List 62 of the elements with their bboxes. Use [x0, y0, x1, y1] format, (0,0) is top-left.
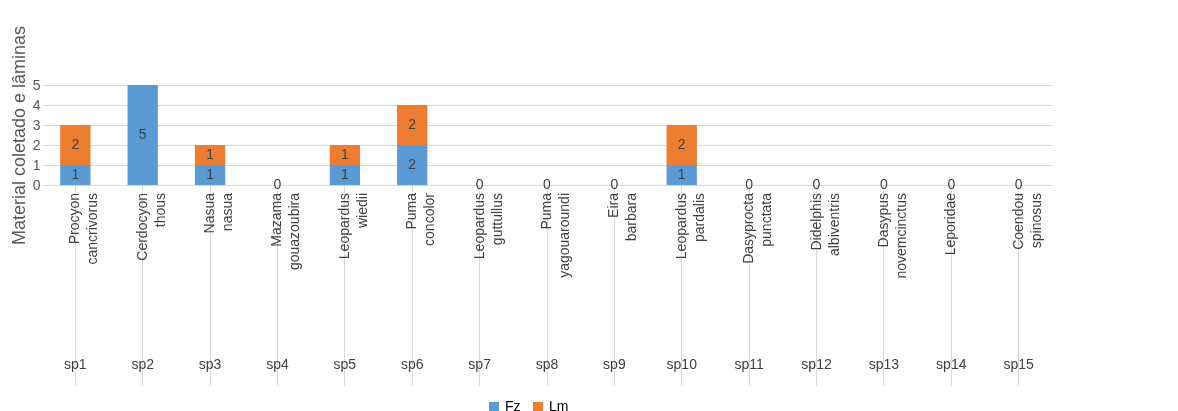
- y-tick-label: 1: [32, 156, 41, 173]
- text: sp14: [936, 356, 967, 372]
- y-tick-label: 2: [32, 136, 41, 153]
- data-label: 2: [408, 116, 417, 132]
- data-label: 0: [879, 176, 888, 192]
- x-tick-label: Cerdocyon thous: [133, 193, 168, 261]
- text: sp12: [801, 356, 832, 372]
- y-axis-title: Material coletado e lâminas: [8, 25, 29, 246]
- text: sp15: [1003, 356, 1035, 372]
- bar: [60, 125, 91, 165]
- bar: [397, 105, 428, 145]
- data-label: 1: [71, 166, 80, 182]
- text: sp10: [666, 356, 698, 372]
- text: sp2: [131, 356, 155, 372]
- x-tick-label: Nasua nasua: [201, 192, 236, 234]
- text: sp5: [333, 356, 357, 372]
- text: sp8: [535, 356, 559, 372]
- text: sp3: [198, 356, 222, 372]
- bar: [194, 165, 226, 185]
- data-label: 0: [475, 176, 484, 192]
- data-label: 0: [543, 176, 552, 192]
- legend-label: Lm: [549, 398, 569, 411]
- y-tick-label: 0: [32, 176, 41, 193]
- bar: [194, 145, 226, 165]
- bar: [666, 165, 697, 185]
- data-label: 1: [340, 166, 349, 182]
- data-label: 1: [340, 146, 349, 162]
- x-tick-label: Procyon cancrivorus: [66, 193, 101, 265]
- text: sp9: [603, 356, 626, 372]
- x-tick-label: Eira barbara: [605, 192, 640, 242]
- bar: [60, 165, 91, 185]
- data-label: 0: [610, 176, 619, 192]
- y-tick-label: 5: [32, 76, 41, 93]
- x-tick-label: Leopardus wiedii: [335, 193, 370, 260]
- bar: [329, 145, 361, 165]
- y-tick-label: 3: [32, 116, 41, 133]
- text: sp13: [868, 356, 900, 372]
- text: sp1: [64, 356, 87, 372]
- bar: [329, 165, 361, 185]
- data-label: 2: [408, 156, 417, 172]
- bar: [127, 85, 158, 185]
- legend-label: Fz: [505, 398, 521, 411]
- data-label: 1: [206, 146, 215, 162]
- data-label: 1: [206, 166, 215, 182]
- bar: [397, 145, 428, 185]
- data-label: 0: [273, 176, 282, 192]
- text: sp4: [266, 356, 289, 372]
- data-label: 2: [71, 136, 80, 152]
- data-label: 2: [677, 136, 686, 152]
- x-tick-label: Coendou spinosus: [1009, 193, 1044, 250]
- text: sp11: [734, 356, 764, 372]
- y-tick-label: 4: [32, 96, 41, 113]
- data-label: 0: [812, 176, 821, 192]
- data-label: 0: [1014, 176, 1023, 192]
- data-label: 0: [745, 176, 754, 192]
- text: sp6: [400, 356, 424, 372]
- data-label: 0: [947, 176, 956, 192]
- data-label: 5: [138, 126, 147, 142]
- bar: [666, 125, 697, 165]
- x-tick-label: Leporidae: [942, 192, 959, 256]
- data-label: 1: [677, 166, 686, 182]
- text: sp7: [468, 356, 492, 372]
